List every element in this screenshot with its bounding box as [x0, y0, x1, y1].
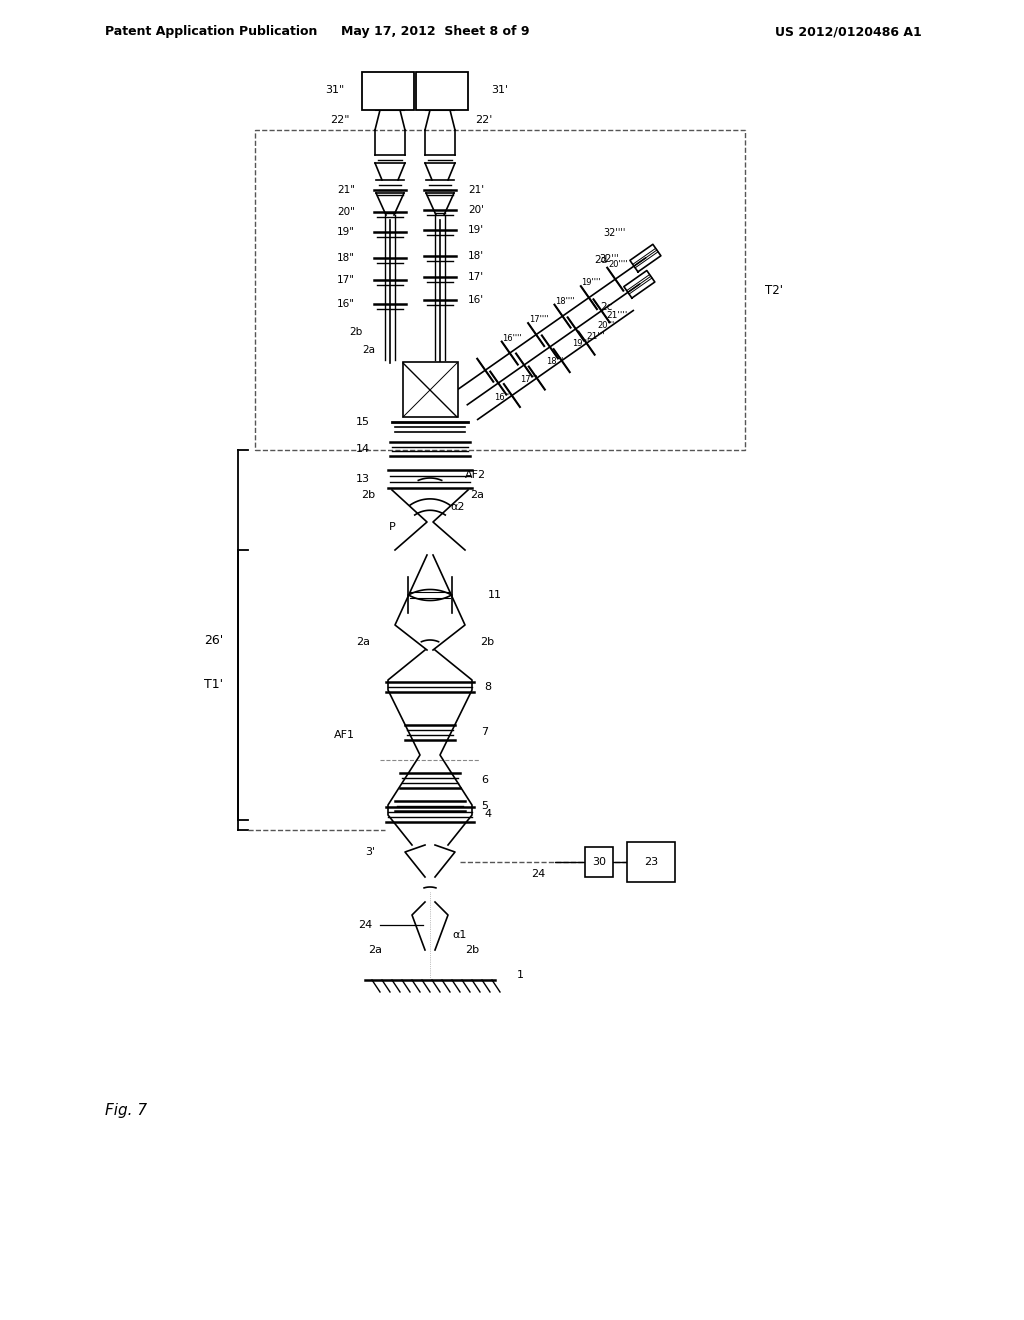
Text: 26': 26': [204, 634, 223, 647]
Text: 18'''': 18'''': [555, 297, 574, 306]
Text: T1': T1': [204, 678, 223, 692]
Text: 21'''': 21'''': [606, 310, 628, 319]
Text: 3': 3': [365, 847, 375, 857]
Text: 32'''': 32'''': [603, 228, 626, 238]
Text: 16'''': 16'''': [503, 334, 522, 343]
Text: 19'''': 19'''': [582, 279, 601, 288]
Text: 32''': 32''': [599, 255, 620, 264]
Text: 31': 31': [490, 84, 508, 95]
Text: 18': 18': [468, 251, 484, 261]
Bar: [255, 129, 745, 450]
Text: 18''': 18''': [546, 358, 563, 366]
Text: 7: 7: [481, 727, 488, 737]
Text: 17": 17": [337, 275, 355, 285]
Bar: [362, 73, 414, 110]
Text: AF2: AF2: [465, 470, 486, 480]
Text: 2b: 2b: [465, 945, 479, 954]
Text: 5: 5: [481, 801, 488, 810]
Text: May 17, 2012  Sheet 8 of 9: May 17, 2012 Sheet 8 of 9: [341, 25, 529, 38]
Text: 17': 17': [468, 272, 484, 282]
Text: 16": 16": [337, 300, 355, 309]
Text: 6: 6: [481, 775, 488, 785]
Text: US 2012/0120486 A1: US 2012/0120486 A1: [775, 25, 922, 38]
Text: 20'''': 20'''': [608, 260, 628, 269]
Text: 13: 13: [356, 474, 370, 484]
Text: 20': 20': [468, 205, 484, 215]
Text: 2d: 2d: [594, 255, 607, 265]
Text: 19": 19": [337, 227, 355, 238]
Text: 15: 15: [356, 417, 370, 426]
Text: 30: 30: [592, 857, 606, 867]
Text: AF1: AF1: [334, 730, 355, 741]
Text: 21": 21": [337, 185, 355, 195]
Bar: [416, 73, 468, 110]
Text: 16': 16': [468, 294, 484, 305]
Text: P: P: [389, 521, 395, 532]
Text: 2b: 2b: [349, 327, 362, 337]
Text: 8: 8: [484, 682, 492, 692]
Text: 16''': 16''': [495, 393, 512, 403]
Text: 2b: 2b: [480, 638, 495, 647]
Text: α1: α1: [453, 931, 467, 940]
Text: 22': 22': [475, 115, 493, 125]
Text: 17''': 17''': [520, 375, 538, 384]
Text: 19': 19': [468, 224, 484, 235]
Bar: [627, 842, 675, 882]
Text: 20''': 20''': [598, 321, 614, 330]
Text: 4: 4: [484, 809, 492, 818]
Bar: [403, 362, 458, 417]
Text: 23: 23: [644, 857, 658, 867]
Text: 21': 21': [468, 185, 484, 195]
Text: 11: 11: [488, 590, 502, 601]
Text: T2': T2': [765, 284, 783, 297]
Text: 22": 22": [331, 115, 350, 125]
Text: 2a: 2a: [356, 638, 370, 647]
Text: 2b: 2b: [360, 490, 375, 500]
Text: 1: 1: [516, 970, 523, 979]
Text: 2a: 2a: [470, 490, 484, 500]
Text: 2c: 2c: [600, 302, 612, 313]
Text: 24: 24: [357, 920, 372, 931]
Text: 31": 31": [325, 84, 344, 95]
Text: 18": 18": [337, 253, 355, 263]
Text: Patent Application Publication: Patent Application Publication: [105, 25, 317, 38]
Text: 2a: 2a: [368, 945, 382, 954]
Text: 19''': 19''': [571, 339, 589, 348]
Text: 24: 24: [530, 869, 545, 879]
Text: 20": 20": [337, 207, 355, 216]
Text: 2a: 2a: [362, 345, 375, 355]
Text: 14: 14: [356, 444, 370, 454]
Text: 21''': 21''': [587, 333, 605, 342]
Text: α2: α2: [451, 502, 465, 512]
Text: Fig. 7: Fig. 7: [105, 1102, 147, 1118]
Text: 17'''': 17'''': [528, 315, 549, 325]
Bar: [585, 847, 613, 876]
